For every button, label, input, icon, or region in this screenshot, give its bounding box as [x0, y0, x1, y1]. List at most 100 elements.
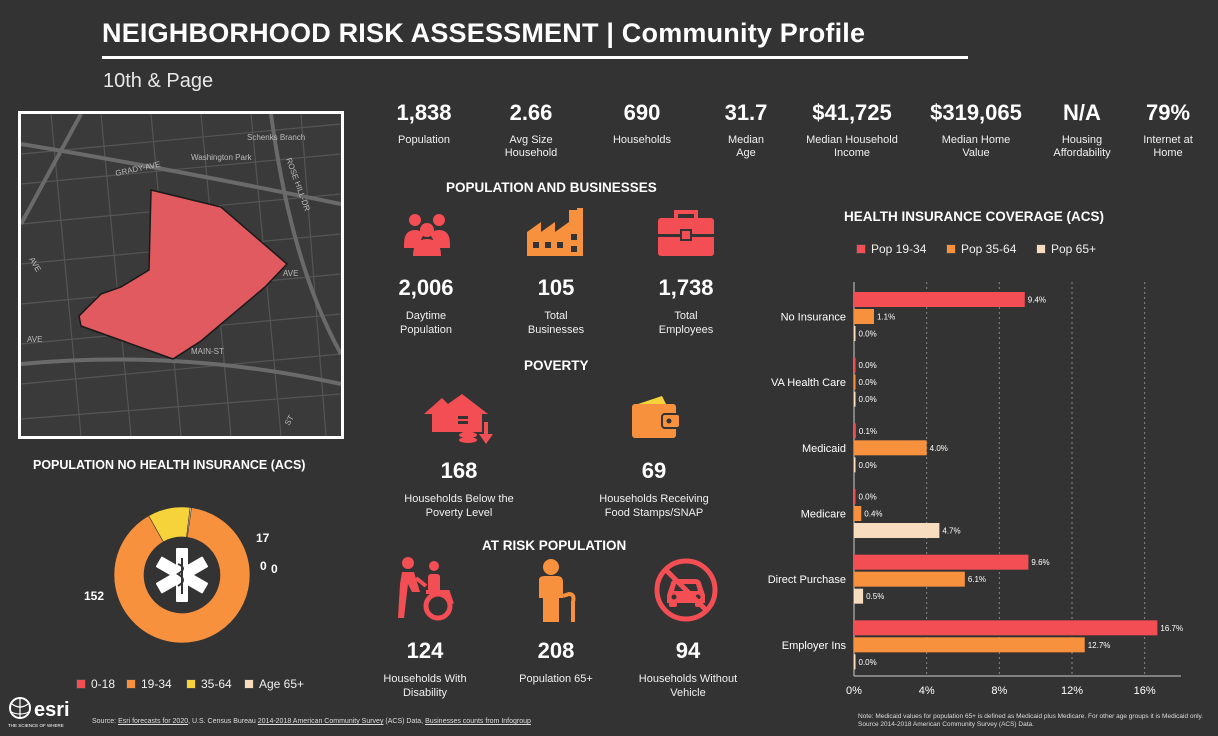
bar-legend-pop-35-64[interactable]: Pop 35-64 [946, 242, 1016, 256]
wallet-icon [632, 396, 681, 438]
legend-swatch [1036, 244, 1046, 254]
bar-data-label: 0.0% [859, 493, 877, 502]
legend-swatch [76, 679, 86, 689]
section-title-population-businesses: POPULATION AND BUSINESSES [446, 180, 657, 195]
source-link-acs[interactable]: 2014-2018 American Community Survey [257, 718, 384, 725]
no-insurance-donut-chart: 152 17 0 0 [84, 506, 278, 644]
total-businesses: 105 Total Businesses [527, 275, 585, 336]
population-65-plus: 208 Population 65+ [519, 638, 593, 685]
star-of-life-icon [155, 548, 209, 602]
bar [854, 374, 856, 390]
bar [854, 654, 856, 670]
bar-data-label: 0.4% [864, 510, 882, 519]
bar [854, 357, 856, 373]
donut-legend-19-34[interactable]: 19-34 [126, 677, 172, 691]
stat-median-age: 31.7 Median Age [724, 100, 768, 159]
bar [854, 523, 940, 538]
donut-legend-35-64[interactable]: 35-64 [186, 677, 232, 691]
donut-data-label: 17 [256, 531, 270, 545]
bar [854, 489, 856, 504]
bar-data-label: 0.5% [866, 592, 884, 601]
bar-data-label: 9.4% [1028, 296, 1046, 305]
stat-internet-at-home: 79% Internet at Home [1143, 100, 1193, 159]
bar-data-label: 6.1% [968, 575, 986, 584]
bar-data-label: 4.7% [942, 527, 960, 536]
bar [854, 440, 927, 456]
bar-data-label: 0.0% [859, 395, 877, 404]
bar-data-label: 0.1% [859, 427, 877, 436]
bar [854, 554, 1029, 570]
stat-median-home-value: $319,065 Median Home Value [930, 100, 1022, 159]
households-food-stamps: 69 Households Receiving Food Stamps/SNAP [599, 458, 709, 519]
bar-data-label: 1.1% [877, 313, 895, 322]
bar-data-label: 0.0% [859, 378, 877, 387]
map-label: AVE [283, 269, 298, 278]
map-label: Schenks Branch [247, 133, 305, 142]
x-tick-label: 12% [1061, 685, 1083, 697]
stat-avg-household-size: 2.66 Avg Size Household [504, 100, 558, 159]
legend-swatch [244, 679, 254, 689]
y-tick-label: Direct Purchase [768, 574, 846, 586]
donut-data-label: 152 [84, 589, 104, 603]
stat-population: 1,838 Population [396, 100, 452, 146]
stat-households: 690 Households [612, 100, 672, 146]
briefcase-icon [658, 210, 714, 256]
map-label: Washington Park [191, 153, 253, 162]
y-tick-label: Medicare [801, 509, 846, 521]
source-citation: Source: Esri forecasts for 2020, U.S. Ce… [92, 718, 531, 725]
legend-swatch [126, 679, 136, 689]
house-coins-icon [424, 394, 493, 444]
source-link-infogroup[interactable]: Businesses counts from Infogroup [425, 718, 531, 725]
x-tick-label: 0% [846, 685, 862, 697]
source-link-esri[interactable]: Esri forecasts for 2020 [118, 718, 189, 725]
chart-footnote: Note: Medicaid values for population 65+… [858, 713, 1204, 728]
bar [854, 588, 864, 604]
x-tick-label: 16% [1134, 685, 1156, 697]
people-icon [404, 214, 450, 256]
bar-data-label: 0.0% [859, 361, 877, 370]
x-tick-label: 4% [919, 685, 935, 697]
legend-swatch [856, 244, 866, 254]
bar-legend-pop-19-34[interactable]: Pop 19-34 [856, 242, 926, 256]
bar [854, 292, 1025, 307]
stat-median-household-income: $41,725 Median Household Income [806, 100, 898, 159]
bar-data-label: 16.7% [1160, 624, 1183, 633]
map-canvas: Schenks Branch Washington Park GRADY-AVE… [21, 114, 341, 436]
section-title-at-risk: AT RISK POPULATION [482, 538, 627, 553]
bar-data-label: 0.0% [859, 330, 877, 339]
donut-data-label: 0 [271, 562, 278, 576]
factory-icon [527, 208, 583, 256]
bar [854, 457, 856, 473]
y-tick-label: No Insurance [781, 312, 846, 324]
title-divider [102, 56, 968, 59]
page-title: NEIGHBORHOOD RISK ASSESSMENT | Community… [102, 18, 866, 48]
bar-data-label: 0.0% [859, 461, 877, 470]
neighborhood-boundary [78, 189, 289, 360]
y-tick-label: VA Health Care [771, 377, 846, 389]
svg-text:THE SCIENCE OF WHERE: THE SCIENCE OF WHERE [8, 723, 64, 728]
y-tick-label: Medicaid [802, 443, 846, 455]
svg-text:esri: esri [34, 699, 70, 721]
map-label: AVE [27, 335, 42, 344]
donut-legend-0-18[interactable]: 0-18 [76, 677, 115, 691]
bar [854, 637, 1085, 653]
bar [854, 326, 856, 341]
wheelchair-icon [398, 557, 454, 621]
legend-swatch [946, 244, 956, 254]
x-tick-label: 8% [991, 685, 1007, 697]
donut-data-label: 0 [260, 559, 267, 573]
bar-data-label: 12.7% [1088, 641, 1111, 650]
bar-data-label: 9.6% [1031, 558, 1049, 567]
bar [854, 506, 862, 521]
stat-housing-affordability: N/A Housing Affordability [1053, 100, 1111, 159]
bar-data-label: 4.0% [930, 444, 948, 453]
neighborhood-map[interactable]: Schenks Branch Washington Park GRADY-AVE… [18, 111, 344, 439]
elderly-icon [539, 559, 576, 622]
daytime-population: 2,006 Daytime Population [398, 275, 454, 336]
bar [854, 423, 856, 439]
bar-legend-pop-65-plus[interactable]: Pop 65+ [1036, 242, 1096, 256]
bar-data-label: 0.0% [859, 658, 877, 667]
donut-legend-65-plus[interactable]: Age 65+ [244, 677, 304, 691]
map-label: ST [283, 414, 296, 427]
